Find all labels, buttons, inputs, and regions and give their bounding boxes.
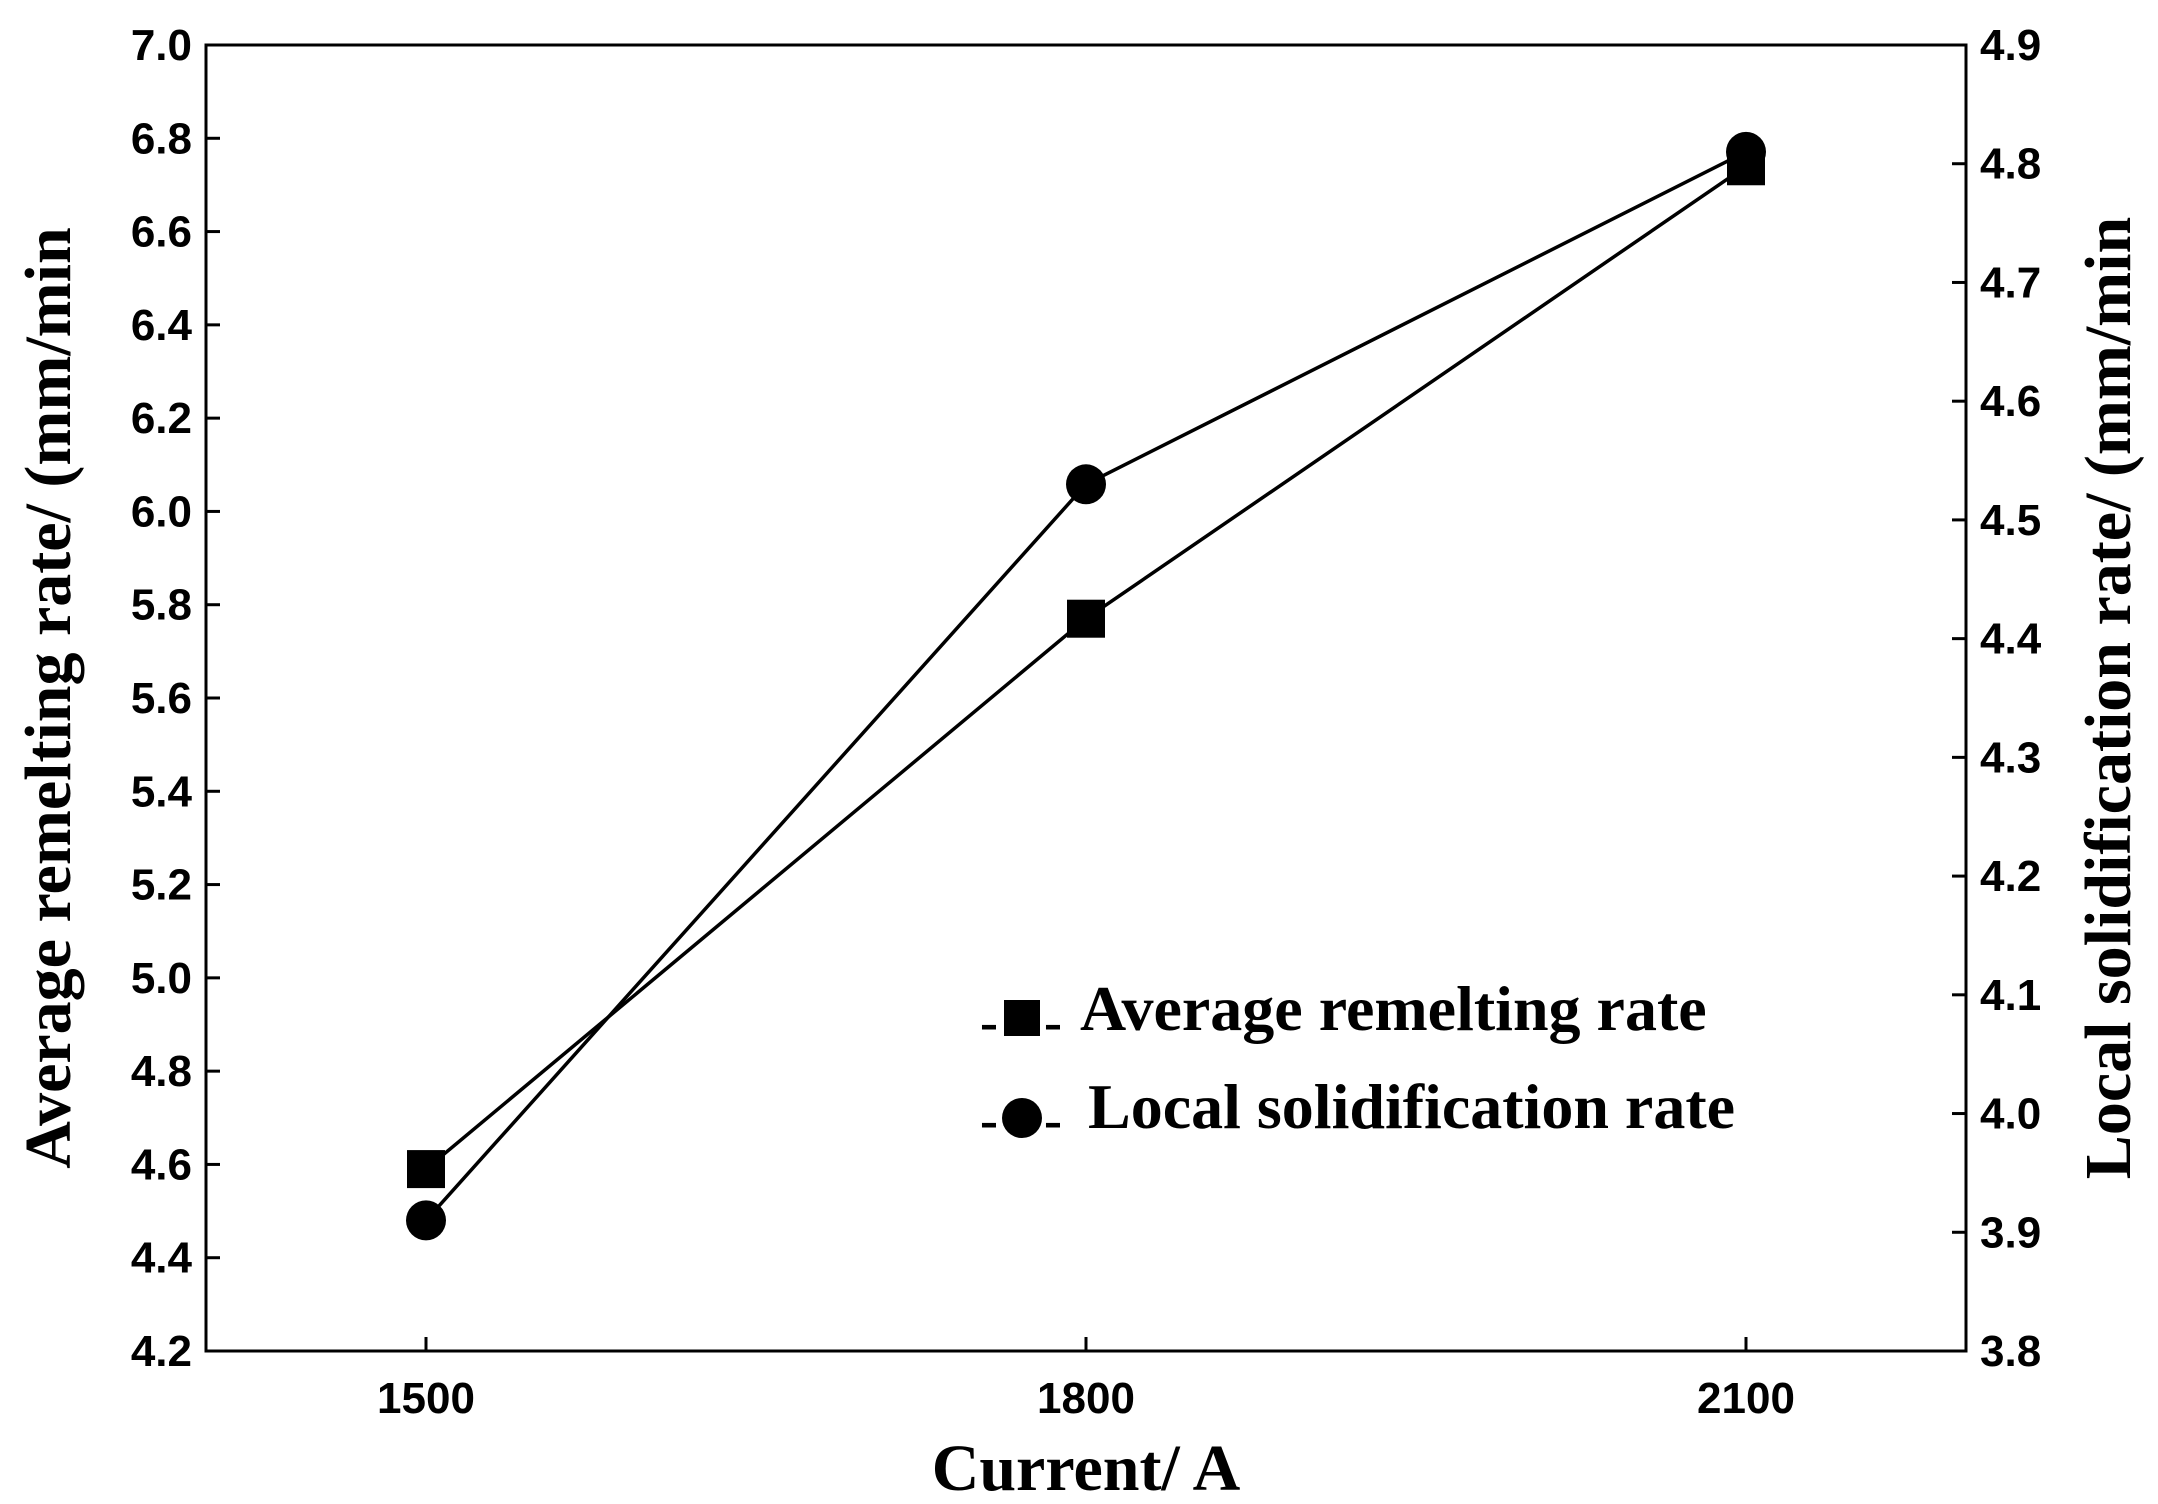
x-axis-ticks: 1500 1800 2100 (377, 1337, 1795, 1423)
x-tick-label: 1800 (1037, 1374, 1135, 1423)
y-tick-label: 6.2 (131, 394, 192, 443)
series-line-local-solidification-rate (424, 150, 1747, 1222)
y-tick-label: 6.0 (131, 487, 192, 536)
x-axis-title: Current/ A (932, 1432, 1241, 1504)
legend-dash-left: - (980, 1090, 998, 1150)
y2-tick-label: 3.8 (1980, 1327, 2041, 1376)
y-tick-label: 7.0 (131, 21, 192, 70)
legend: - - Average remelting rate - - Local sol… (980, 973, 1735, 1150)
data-point-average-remelting-rate-1800 (1067, 599, 1105, 638)
y2-axis-ticks: 3.8 3.9 4.0 4.1 4.2 4.3 4.4 4.5 4.6 4.7 4.8 4.9 (1952, 21, 2042, 1376)
y-tick-label: 6.8 (131, 114, 192, 163)
y-tick-label: 6.4 (131, 301, 193, 350)
y-tick-label: 5.6 (131, 674, 192, 723)
y-tick-label: 4.6 (131, 1140, 192, 1189)
y2-tick-label: 4.7 (1980, 258, 2041, 307)
legend-circle-marker (1002, 1098, 1042, 1138)
y2-tick-label: 4.8 (1980, 140, 2041, 189)
y-axis-title: Average remelting rate/ (mm/min (12, 227, 85, 1168)
series-layer (406, 131, 1766, 1241)
y-tick-label: 5.8 (131, 581, 192, 630)
y2-tick-label: 4.9 (1980, 21, 2041, 70)
x-tick-label: 1500 (377, 1374, 475, 1423)
legend-dash-right: - (1044, 1090, 1062, 1150)
data-point-local-solidification-rate-1500 (406, 1200, 446, 1241)
data-point-local-solidification-rate-2100 (1726, 131, 1766, 172)
y2-axis-title: Local solidification rate/ (mm/min (2072, 217, 2145, 1179)
legend-dash-left: - (980, 992, 998, 1052)
legend-entry-local-solidification-rate: - - Local solidification rate (980, 1071, 1735, 1150)
legend-entry-average-remelting-rate: - - Average remelting rate (980, 973, 1707, 1052)
y-tick-label: 4.2 (131, 1327, 192, 1376)
y-tick-label: 4.8 (131, 1047, 192, 1096)
y-tick-label: 4.4 (131, 1234, 193, 1283)
y2-tick-label: 4.4 (1980, 615, 2042, 664)
data-point-average-remelting-rate-1500 (407, 1150, 445, 1189)
legend-square-marker (1004, 1000, 1040, 1036)
y2-tick-label: 4.3 (1980, 733, 2041, 782)
y-axis-ticks: 4.2 4.4 4.6 4.8 5.0 5.2 5.4 5.6 5.8 6.0 6.2 6.4 6.6 6… (131, 21, 220, 1376)
x-tick-label: 2100 (1697, 1374, 1795, 1423)
y2-tick-label: 4.2 (1980, 852, 2041, 901)
y-tick-label: 5.0 (131, 954, 192, 1003)
y-tick-label: 5.2 (131, 861, 192, 910)
y2-tick-label: 4.5 (1980, 496, 2041, 545)
y-tick-label: 5.4 (131, 767, 193, 816)
y2-tick-label: 4.6 (1980, 377, 2041, 426)
y2-tick-label: 4.0 (1980, 1090, 2041, 1139)
y-tick-label: 6.6 (131, 208, 192, 257)
y2-tick-label: 4.1 (1980, 971, 2041, 1020)
legend-dash-right: - (1044, 992, 1062, 1052)
legend-label: Average remelting rate (1080, 973, 1707, 1044)
legend-label: Local solidification rate (1088, 1071, 1735, 1142)
plot-frame (204, 43, 1968, 1353)
y2-tick-label: 3.9 (1980, 1208, 2041, 1257)
data-point-local-solidification-rate-1800 (1066, 464, 1106, 505)
